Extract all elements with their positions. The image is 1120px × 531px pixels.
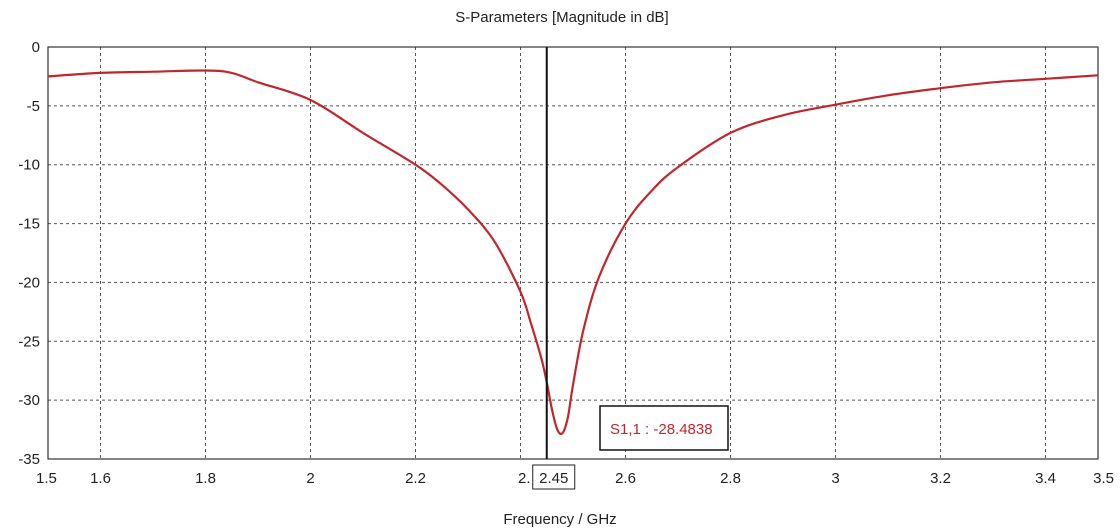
y-tick-label: -35 xyxy=(18,451,40,468)
y-tick-label: -20 xyxy=(18,274,40,291)
x-tick-label: 2. xyxy=(518,470,531,487)
x-tick-label: 2.8 xyxy=(720,470,741,487)
x-tick-label: 3 xyxy=(831,470,839,487)
chart-title: S-Parameters [Magnitude in dB] xyxy=(455,9,668,26)
x-tick-label: 1.8 xyxy=(195,470,216,487)
grid-lines xyxy=(48,47,1098,459)
x-tick-label: 1.5 xyxy=(36,470,57,487)
marker-annotation: S1,1 : -28.4838 xyxy=(599,405,729,451)
x-tick-label: 2.6 xyxy=(615,470,636,487)
plot-frame xyxy=(47,46,1099,460)
marker-x-label-box xyxy=(532,464,576,490)
x-axis-label: Frequency / GHz xyxy=(503,511,616,528)
marker-annotation-text: S1,1 : -28.4838 xyxy=(610,421,713,438)
x-tick-labels: 1.5 1.6 1.8 2 2.2 2. 2.6 2.8 3 3.2 3.4 3.5 xyxy=(36,470,1114,487)
y-tick-label: -30 xyxy=(18,392,40,409)
y-tick-labels: 0 -5 -10 -15 -20 -25 -30 -35 xyxy=(18,39,40,468)
x-tick-label: 3.4 xyxy=(1035,470,1056,487)
y-tick-label: -25 xyxy=(18,333,40,350)
x-tick-label: 3.2 xyxy=(930,470,951,487)
y-tick-label: 0 xyxy=(32,39,40,56)
y-tick-label: -15 xyxy=(18,216,40,233)
y-tick-label: -10 xyxy=(18,157,40,174)
x-tick-label: 3.5 xyxy=(1093,470,1114,487)
x-tick-label: 1.6 xyxy=(90,470,111,487)
y-tick-label: -5 xyxy=(27,98,40,115)
marker-x-label: 2.45 xyxy=(532,464,576,490)
series-line-s11 xyxy=(47,69,1099,436)
x-tick-label: 2 xyxy=(306,470,314,487)
marker-annotation-box xyxy=(599,405,729,451)
x-tick-label: 2.2 xyxy=(405,470,426,487)
marker-x-value: 2.45 xyxy=(539,470,568,487)
